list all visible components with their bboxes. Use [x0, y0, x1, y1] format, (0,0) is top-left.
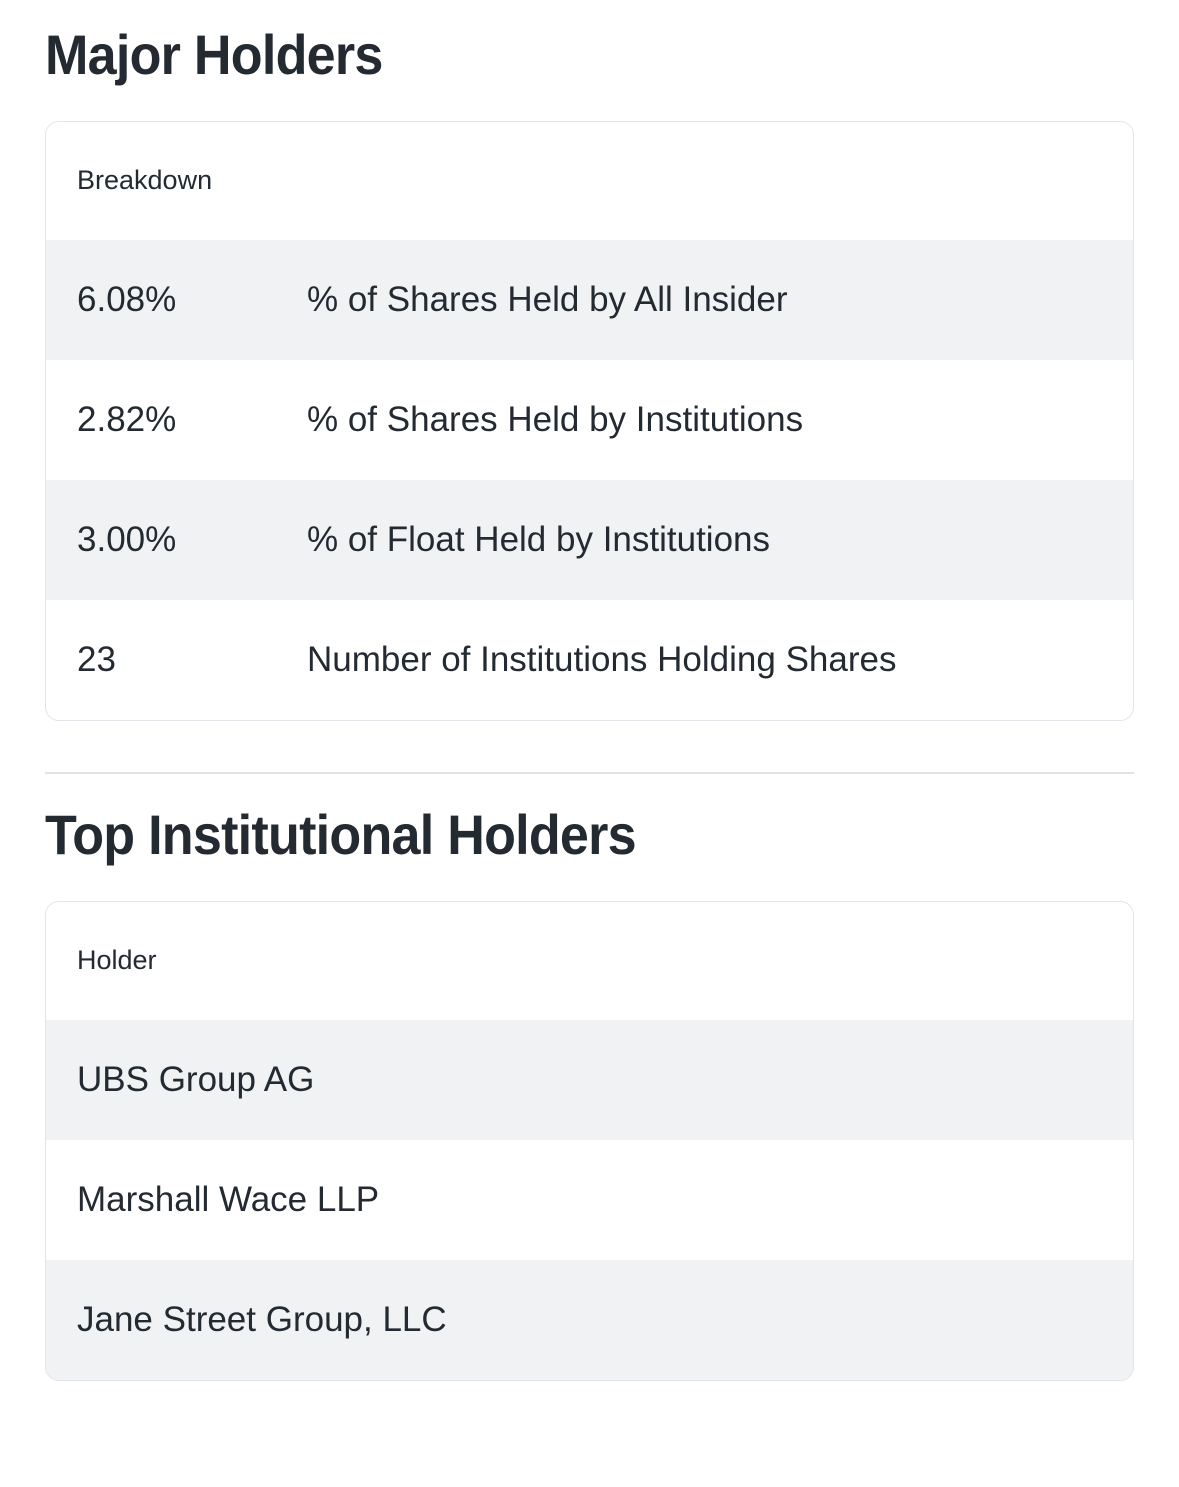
holder-name: Marshall Wace LLP — [77, 1180, 380, 1220]
major-holders-table-card: Breakdown 6.08% % of Shares Held by All … — [45, 120, 1134, 721]
table-header-row: Breakdown — [46, 121, 1133, 240]
breakdown-label: % of Shares Held by All Insider — [307, 280, 788, 320]
table-header-row: Holder — [46, 901, 1133, 1020]
major-holders-section: Major Holders Breakdown 6.08% % of Share… — [0, 0, 1179, 721]
section-divider — [45, 771, 1134, 774]
breakdown-label: Number of Institutions Holding Shares — [307, 640, 897, 680]
column-header-breakdown: Breakdown — [77, 165, 213, 196]
column-header-holder: Holder — [77, 945, 157, 976]
breakdown-value: 3.00% — [77, 520, 177, 560]
breakdown-value: 6.08% — [77, 280, 177, 320]
table-row: 23 Number of Institutions Holding Shares — [46, 599, 1133, 720]
breakdown-value: 23 — [77, 640, 116, 680]
table-row: Marshall Wace LLP — [46, 1139, 1133, 1260]
section-title-top-institutional-holders: Top Institutional Holders — [45, 802, 637, 866]
table-row: 3.00% % of Float Held by Institutions — [46, 479, 1133, 600]
table-row: 2.82% % of Shares Held by Institutions — [46, 359, 1133, 480]
holder-name: Jane Street Group, LLC — [77, 1300, 447, 1340]
table-row: Jane Street Group, LLC — [46, 1259, 1133, 1380]
top-institutional-holders-section: Top Institutional Holders Holder UBS Gro… — [0, 774, 1179, 1381]
table-row: UBS Group AG — [46, 1019, 1133, 1140]
table-row: 6.08% % of Shares Held by All Insider — [46, 239, 1133, 360]
top-institutional-holders-table-card: Holder UBS Group AG Marshall Wace LLP Ja… — [45, 900, 1134, 1381]
breakdown-label: % of Float Held by Institutions — [307, 520, 770, 560]
breakdown-value: 2.82% — [77, 400, 177, 440]
page-title: Major Holders — [45, 23, 383, 86]
breakdown-label: % of Shares Held by Institutions — [307, 400, 804, 440]
holder-name: UBS Group AG — [77, 1060, 315, 1100]
